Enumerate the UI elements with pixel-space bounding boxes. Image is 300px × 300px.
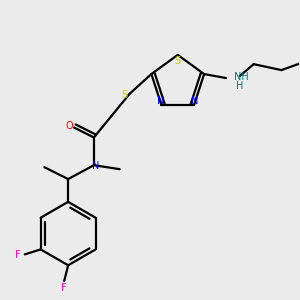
Text: S: S <box>122 90 128 100</box>
Text: N: N <box>157 96 164 106</box>
Text: N: N <box>92 161 100 171</box>
Text: NH: NH <box>234 72 249 82</box>
Text: O: O <box>65 121 73 130</box>
Text: F: F <box>61 283 67 293</box>
Text: F: F <box>15 250 21 260</box>
Text: S: S <box>175 56 181 66</box>
Text: N: N <box>191 96 199 106</box>
Text: H: H <box>236 81 243 91</box>
